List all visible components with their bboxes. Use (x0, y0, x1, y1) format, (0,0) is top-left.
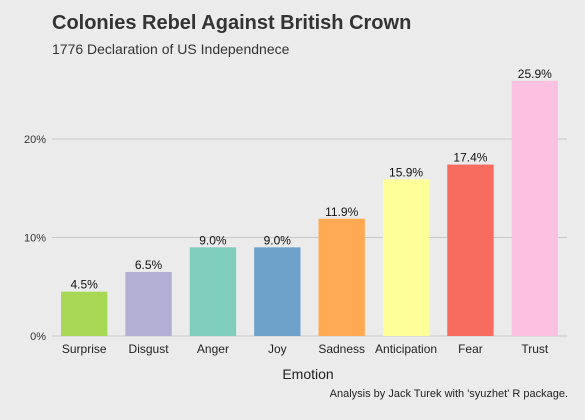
chart-caption: Analysis by Jack Turek with 'syuzhet' R … (329, 388, 568, 400)
x-tick-label: Fear (458, 342, 483, 356)
data-label: 4.5% (71, 278, 99, 292)
bar-surprise (61, 291, 108, 336)
y-tick-label: 0% (30, 331, 46, 343)
bar-anticipation (382, 179, 430, 336)
data-label: 6.5% (135, 258, 163, 272)
y-tick-label: 10% (24, 232, 46, 244)
y-tick-label: 20% (24, 134, 46, 146)
bar-fear (447, 164, 494, 336)
x-axis-label: Emotion (282, 366, 333, 382)
x-tick-label: Sadness (318, 342, 365, 356)
data-labels: 4.5% 6.5% 9.0% 9.0% 11.9% 15.9% 17.4% 25.9% (71, 67, 553, 292)
bar-joy (254, 247, 301, 336)
bar-disgust (125, 271, 172, 336)
chart-title: Colonies Rebel Against British Crown (52, 12, 412, 34)
x-tick-label: Anger (197, 342, 229, 356)
x-axis-ticks: Surprise Disgust Anger Joy Sadness Anticipati… (62, 342, 549, 356)
bar-trust (511, 80, 558, 336)
chart-subtitle: 1776 Declaration of US Independnece (52, 41, 290, 57)
data-label: 9.0% (199, 233, 227, 247)
x-tick-label: Joy (268, 342, 287, 356)
bars (61, 80, 558, 336)
x-tick-label: Disgust (129, 342, 170, 356)
x-tick-label: Trust (521, 342, 549, 356)
bar-sadness (318, 218, 365, 336)
data-label: 25.9% (518, 67, 552, 81)
bar-anger (189, 247, 237, 336)
data-label: 15.9% (389, 165, 423, 179)
data-label: 11.9% (325, 205, 358, 219)
data-label: 9.0% (264, 233, 292, 247)
data-label: 17.4% (453, 151, 487, 165)
y-axis-ticks: 0% 10% 20% (24, 134, 46, 343)
x-tick-label: Surprise (62, 342, 107, 356)
x-tick-label: Anticipation (375, 342, 437, 356)
